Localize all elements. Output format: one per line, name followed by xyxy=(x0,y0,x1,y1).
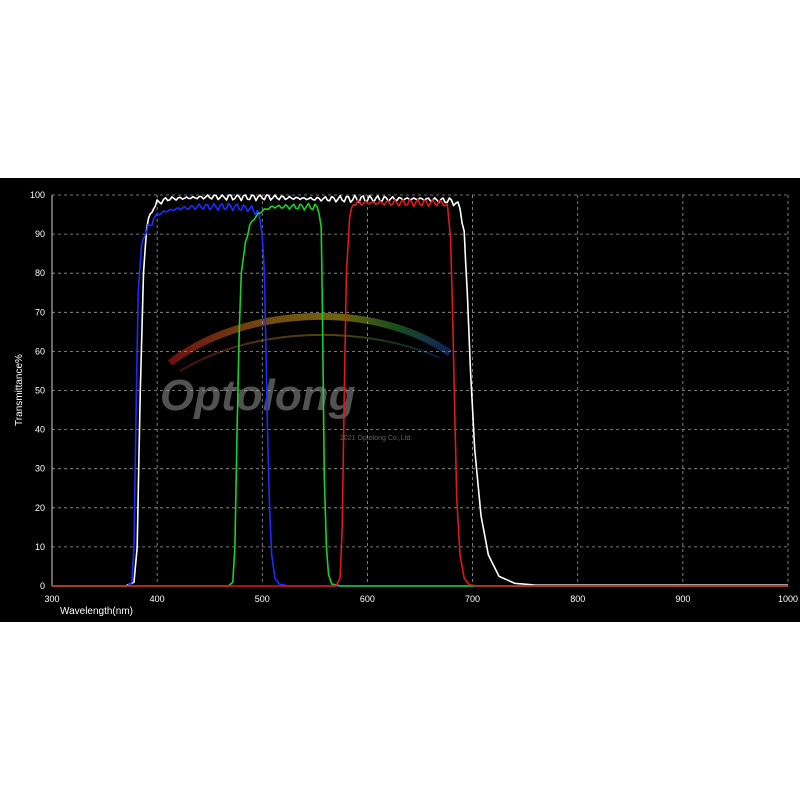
y-tick-label: 50 xyxy=(35,386,45,396)
chart-panel: Optolong 2021 Optolong Co.,Ltd. 300 400 50… xyxy=(0,178,800,622)
grid xyxy=(51,194,789,587)
x-axis-label: Wavelength(nm) xyxy=(60,606,133,617)
transmittance-chart: Optolong 2021 Optolong Co.,Ltd. 300 400 50… xyxy=(14,190,798,617)
y-tick-label: 90 xyxy=(35,229,45,239)
y-tick-label: 40 xyxy=(35,425,45,435)
watermark-text: Optolong xyxy=(160,371,356,420)
x-tick-label: 400 xyxy=(150,594,165,604)
watermark-copyright: 2021 Optolong Co.,Ltd. xyxy=(340,435,412,442)
y-tick-label: 70 xyxy=(35,307,45,317)
y-axis-label: Transmittance% xyxy=(14,354,25,426)
x-tick-label: 900 xyxy=(675,594,690,604)
series-layer xyxy=(52,194,788,587)
x-tick-label: 700 xyxy=(465,594,480,604)
x-tick-label: 600 xyxy=(360,594,375,604)
y-tick-label: 0 xyxy=(40,581,45,591)
x-tick-label: 300 xyxy=(44,594,59,604)
y-tick-label: 10 xyxy=(35,542,45,552)
y-tick-label: 80 xyxy=(35,268,45,278)
x-tick-label: 500 xyxy=(255,594,270,604)
tick-labels: 300 400 500 600 700 800 900 1000 0 10 20 30 40 50 60 70… xyxy=(30,190,798,604)
optolong-logo-watermark: Optolong 2021 Optolong Co.,Ltd. xyxy=(160,312,452,442)
x-tick-label: 1000 xyxy=(778,594,798,604)
y-tick-label: 60 xyxy=(35,346,45,356)
y-tick-label: 20 xyxy=(35,503,45,513)
y-tick-label: 30 xyxy=(35,464,45,474)
x-tick-label: 800 xyxy=(570,594,585,604)
red-series-line xyxy=(52,198,788,587)
y-tick-label: 100 xyxy=(30,190,45,200)
